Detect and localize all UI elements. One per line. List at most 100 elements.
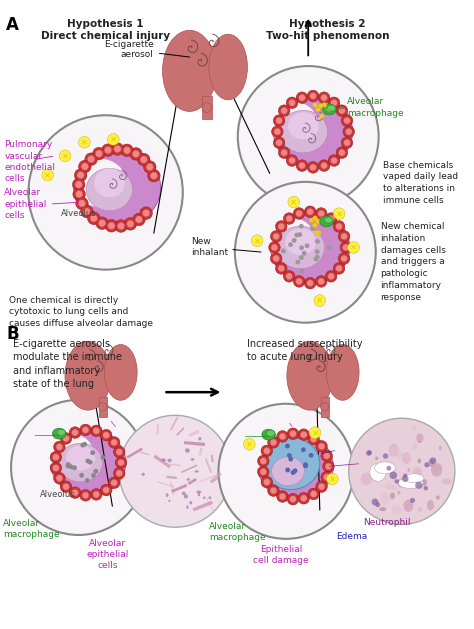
- Circle shape: [115, 457, 127, 469]
- Ellipse shape: [73, 159, 127, 207]
- Circle shape: [344, 117, 350, 124]
- Ellipse shape: [389, 443, 399, 457]
- Circle shape: [305, 243, 310, 248]
- Circle shape: [375, 503, 380, 507]
- Circle shape: [279, 493, 286, 500]
- Circle shape: [336, 147, 348, 159]
- Circle shape: [147, 169, 160, 182]
- Text: Alveolar
epithelial
cells: Alveolar epithelial cells: [4, 189, 46, 220]
- Ellipse shape: [189, 501, 192, 504]
- Circle shape: [315, 255, 320, 259]
- Circle shape: [294, 233, 299, 238]
- Circle shape: [82, 426, 89, 433]
- Circle shape: [285, 443, 290, 448]
- Circle shape: [281, 149, 288, 156]
- Circle shape: [63, 483, 69, 490]
- Circle shape: [68, 464, 73, 469]
- Circle shape: [85, 153, 97, 165]
- Circle shape: [271, 244, 278, 251]
- Circle shape: [104, 147, 111, 154]
- Text: ✕: ✕: [336, 209, 343, 218]
- Circle shape: [111, 479, 118, 486]
- Ellipse shape: [166, 493, 168, 497]
- Ellipse shape: [431, 463, 442, 477]
- Circle shape: [289, 99, 295, 106]
- Ellipse shape: [168, 499, 171, 502]
- Circle shape: [273, 233, 280, 240]
- Circle shape: [264, 479, 270, 486]
- Circle shape: [90, 450, 95, 455]
- Circle shape: [278, 265, 285, 272]
- Text: Hypothesis 1
Direct chemical injury: Hypothesis 1 Direct chemical injury: [41, 19, 170, 41]
- Ellipse shape: [327, 473, 338, 485]
- Circle shape: [124, 218, 137, 230]
- Circle shape: [307, 208, 313, 215]
- Circle shape: [318, 210, 325, 217]
- Circle shape: [394, 479, 399, 484]
- Circle shape: [336, 223, 342, 230]
- Ellipse shape: [385, 483, 394, 490]
- Circle shape: [273, 137, 285, 148]
- Circle shape: [344, 139, 350, 146]
- Ellipse shape: [99, 403, 107, 411]
- Circle shape: [317, 230, 321, 235]
- Ellipse shape: [267, 430, 275, 437]
- Text: ✕: ✕: [246, 440, 253, 448]
- Ellipse shape: [328, 105, 336, 111]
- Circle shape: [313, 257, 319, 262]
- Circle shape: [316, 481, 328, 493]
- Circle shape: [296, 210, 302, 217]
- Circle shape: [325, 270, 337, 282]
- Circle shape: [270, 231, 282, 242]
- Circle shape: [304, 277, 316, 289]
- Circle shape: [277, 431, 288, 442]
- Ellipse shape: [272, 457, 304, 486]
- Circle shape: [111, 439, 118, 446]
- Circle shape: [338, 253, 350, 264]
- Circle shape: [119, 415, 231, 527]
- Ellipse shape: [402, 452, 411, 464]
- Ellipse shape: [104, 345, 137, 400]
- Circle shape: [276, 117, 283, 124]
- Circle shape: [325, 222, 329, 227]
- Circle shape: [92, 147, 105, 160]
- Circle shape: [93, 428, 100, 434]
- Circle shape: [82, 492, 89, 499]
- Circle shape: [331, 99, 337, 106]
- Circle shape: [286, 97, 298, 109]
- Circle shape: [293, 276, 305, 287]
- Circle shape: [73, 188, 85, 201]
- Circle shape: [270, 439, 277, 446]
- Circle shape: [116, 470, 123, 477]
- Circle shape: [132, 150, 139, 157]
- Circle shape: [323, 474, 330, 481]
- Ellipse shape: [59, 150, 71, 162]
- Circle shape: [315, 219, 320, 224]
- Ellipse shape: [314, 294, 326, 306]
- Ellipse shape: [270, 102, 318, 146]
- Ellipse shape: [374, 462, 395, 474]
- Circle shape: [318, 483, 325, 490]
- Bar: [320, 397, 328, 416]
- Circle shape: [315, 208, 327, 220]
- Circle shape: [100, 484, 112, 496]
- Ellipse shape: [108, 133, 119, 145]
- Circle shape: [133, 213, 145, 226]
- Circle shape: [80, 443, 85, 448]
- Ellipse shape: [412, 443, 418, 451]
- Ellipse shape: [163, 30, 217, 111]
- Circle shape: [325, 213, 337, 225]
- Ellipse shape: [380, 493, 390, 505]
- Circle shape: [300, 269, 304, 274]
- Circle shape: [87, 155, 95, 163]
- Circle shape: [53, 465, 59, 471]
- Text: Alveolar
macrophage: Alveolar macrophage: [347, 97, 403, 118]
- Circle shape: [277, 491, 288, 503]
- Circle shape: [54, 472, 65, 484]
- Ellipse shape: [65, 341, 111, 410]
- Circle shape: [328, 97, 340, 109]
- Circle shape: [273, 255, 280, 262]
- Ellipse shape: [51, 429, 126, 496]
- Circle shape: [293, 208, 305, 220]
- Circle shape: [318, 92, 330, 104]
